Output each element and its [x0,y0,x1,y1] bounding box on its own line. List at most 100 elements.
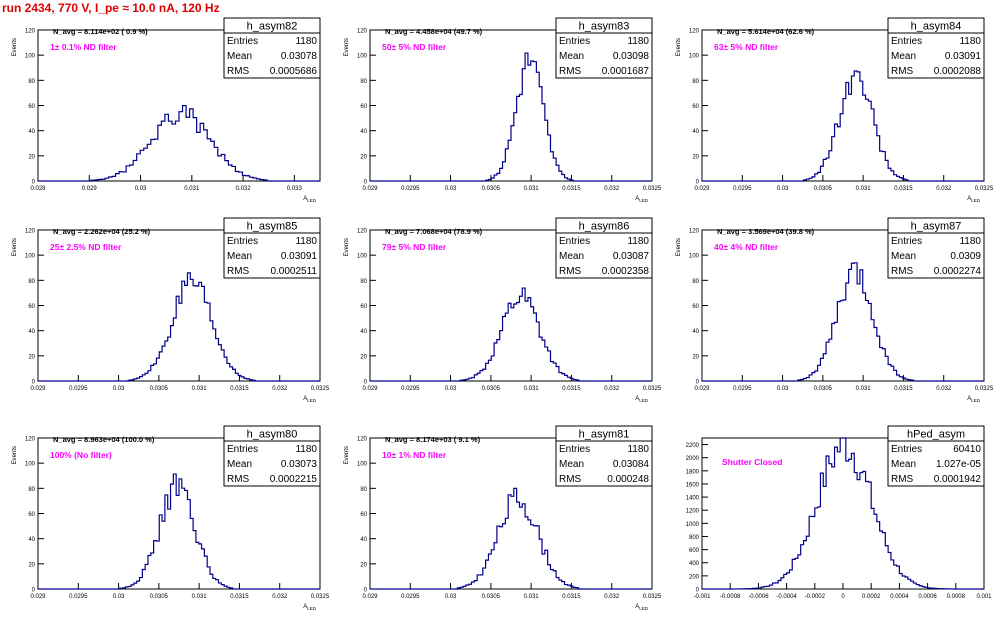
y-tick-label: 100 [689,54,700,60]
y-tick-label: 80 [360,279,367,285]
stats-label: RMS [891,66,914,77]
stats-box [555,425,653,487]
x-tick-label: 0.029 [694,186,710,192]
x-axis-title: ALED [967,196,981,203]
stats-value: 0.03078 [281,51,318,62]
navg-header: N_avg = 8.114e+02 ( 0.9 %) [53,27,148,36]
x-tick-label: 0.03 [445,386,457,392]
y-tick-label: 100 [25,54,36,60]
y-tick-label: 60 [360,304,367,310]
y-tick-label: 1400 [686,496,700,502]
stats-label: Entries [227,444,258,455]
y-axis-title: Events [344,238,350,256]
x-tick-label: 0.029 [362,386,378,392]
y-tick-label: 800 [689,535,700,541]
histogram-line [38,272,320,382]
stats-label: Entries [559,36,590,47]
navg-header: N_avg = 8.963e+04 (100.0 %) [53,435,155,444]
x-tick-label: 0.0295 [733,386,752,392]
y-tick-label: 120 [357,437,368,443]
navg-header: N_avg = 7.068e+04 (78.9 %) [385,227,483,236]
stats-value: 1180 [295,36,317,47]
y-tick-label: 100 [357,254,368,260]
stats-value: 0.0309 [950,251,981,262]
y-tick-label: 60 [28,304,35,310]
y-tick-label: 1000 [686,522,700,528]
stats-value: 0.0002088 [934,66,982,77]
x-tick-label: 0.0305 [482,186,501,192]
x-tick-label: 0.0002 [862,594,881,600]
x-tick-label: 0.03 [445,186,457,192]
y-tick-label: 120 [25,29,36,35]
x-tick-label: 0.0305 [482,594,501,600]
y-tick-label: 100 [357,462,368,468]
stats-box [887,425,985,487]
stats-label: Entries [227,236,258,247]
stats-label: Mean [227,51,252,62]
navg-header: N_avg = 8.174e+03 ( 9.1 %) [385,435,481,444]
x-tick-label: 0.0325 [643,186,662,192]
y-tick-label: 60 [28,512,35,518]
x-axis-title: ALED [303,604,317,611]
stats-value: 0.03084 [613,459,650,470]
stats-label: RMS [559,266,582,277]
stats-value: 0.03091 [281,251,318,262]
histogram-name: h_asym87 [911,221,962,233]
y-tick-label: 0 [364,588,368,594]
y-tick-label: 80 [692,79,699,85]
x-tick-label: 0.031 [184,186,200,192]
y-tick-label: 0 [696,180,700,186]
stats-value: 1180 [959,36,981,47]
x-tick-label: 0.0006 [918,594,937,600]
y-tick-label: 100 [25,254,36,260]
x-tick-label: 0.03 [777,386,789,392]
x-tick-label: 0 [841,594,845,600]
x-tick-label: 0.029 [362,186,378,192]
x-tick-label: 0.029 [30,594,46,600]
y-tick-label: 20 [692,154,699,160]
filter-label: 10± 1% ND filter [382,450,447,460]
y-axis-title: Events [12,38,18,56]
x-tick-label: -0.0002 [805,594,826,600]
x-axis-title: ALED [635,396,649,403]
x-tick-label: 0.032 [604,594,620,600]
stats-label: Entries [227,36,258,47]
y-tick-label: 2200 [686,443,700,449]
x-tick-label: 0.0295 [733,186,752,192]
x-tick-label: 0.031 [192,386,208,392]
histogram-panel-h_asym83: 0 20 40 60 80 100 120 0.029 0.0295 0.03 0.0305 0.03… [344,17,662,203]
x-tick-label: 0.031 [524,386,540,392]
y-tick-label: 40 [28,329,35,335]
stats-value: 1180 [627,444,649,455]
y-axis-title: Events [676,38,682,56]
y-tick-label: 80 [28,79,35,85]
stats-label: RMS [227,66,250,77]
y-axis-title: Events [344,446,350,464]
x-tick-label: 0.0305 [814,186,833,192]
stats-label: RMS [227,474,250,485]
stats-value: 0.03091 [945,51,982,62]
x-tick-label: 0.0315 [562,186,581,192]
x-tick-label: 0.0295 [69,386,88,392]
stats-label: Mean [227,459,252,470]
x-tick-label: -0.001 [693,594,711,600]
x-tick-label: 0.032 [604,386,620,392]
x-tick-label: 0.029 [30,386,46,392]
y-axis-title: Events [12,446,18,464]
filter-label: 40± 4% ND filter [714,242,779,252]
y-tick-label: 120 [689,29,700,35]
stats-label: Mean [891,251,916,262]
y-tick-label: 600 [689,548,700,554]
x-tick-label: 0.031 [192,594,208,600]
x-axis-title: ALED [967,396,981,403]
y-tick-label: 100 [357,54,368,60]
x-axis-title: ALED [303,396,317,403]
stats-label: Entries [559,236,590,247]
y-tick-label: 100 [689,254,700,260]
y-tick-label: 100 [25,462,36,468]
filter-label: 50± 5% ND filter [382,42,447,52]
stats-label: RMS [891,266,914,277]
x-tick-label: 0.033 [287,186,303,192]
x-tick-label: 0.0325 [311,386,330,392]
stats-box [223,17,321,79]
